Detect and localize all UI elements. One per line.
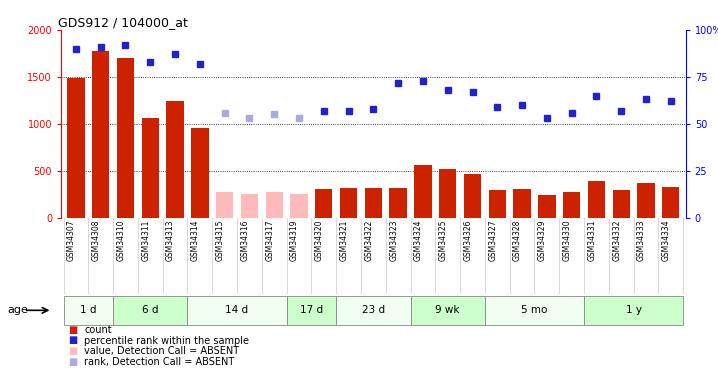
Bar (638, 183, 655, 218)
Bar (113, 296, 187, 325)
Text: GSM34308: GSM34308 (92, 220, 101, 261)
Bar (588, 181, 605, 218)
Bar (241, 194, 258, 217)
Bar (489, 190, 506, 217)
Text: 5 mo: 5 mo (521, 304, 548, 315)
Bar (439, 169, 457, 217)
Bar (411, 296, 485, 325)
Bar (365, 188, 382, 218)
Text: GSM34332: GSM34332 (612, 220, 621, 261)
Text: GSM34313: GSM34313 (166, 220, 175, 261)
Text: GSM34334: GSM34334 (662, 220, 671, 261)
Bar (336, 296, 411, 325)
Bar (167, 101, 184, 217)
Bar (266, 192, 283, 217)
Text: 14 d: 14 d (225, 304, 248, 315)
Text: GSM34321: GSM34321 (340, 220, 348, 261)
Text: GSM34317: GSM34317 (265, 220, 274, 261)
Bar (187, 296, 286, 325)
Text: GSM34327: GSM34327 (488, 220, 498, 261)
Text: percentile rank within the sample: percentile rank within the sample (84, 336, 249, 345)
Text: GSM34323: GSM34323 (389, 220, 398, 261)
Bar (67, 78, 85, 218)
Text: GSM34329: GSM34329 (538, 220, 547, 261)
Text: ■: ■ (68, 346, 78, 356)
Bar (141, 118, 159, 218)
Text: GSM34320: GSM34320 (314, 220, 324, 261)
Text: GDS912 / 104000_at: GDS912 / 104000_at (58, 16, 188, 29)
Bar (584, 296, 684, 325)
Text: 1 y: 1 y (625, 304, 642, 315)
Text: GSM34322: GSM34322 (364, 220, 373, 261)
Bar (290, 194, 308, 217)
Text: GSM34307: GSM34307 (67, 220, 76, 261)
Text: GSM34314: GSM34314 (191, 220, 200, 261)
Text: GSM34331: GSM34331 (587, 220, 597, 261)
Text: GSM34328: GSM34328 (513, 220, 522, 261)
Text: GSM34325: GSM34325 (439, 220, 448, 261)
Bar (563, 192, 580, 217)
Bar (117, 58, 134, 217)
Bar (538, 195, 556, 217)
Text: GSM34315: GSM34315 (215, 220, 225, 261)
Bar (485, 296, 584, 325)
Text: count: count (84, 325, 111, 335)
Bar (389, 188, 407, 218)
Text: 17 d: 17 d (300, 304, 323, 315)
Text: ■: ■ (68, 336, 78, 345)
Text: GSM34326: GSM34326 (464, 220, 472, 261)
Text: GSM34316: GSM34316 (241, 220, 249, 261)
Text: value, Detection Call = ABSENT: value, Detection Call = ABSENT (84, 346, 239, 356)
Text: ■: ■ (68, 325, 78, 335)
Bar (216, 192, 233, 217)
Text: GSM34330: GSM34330 (563, 220, 572, 261)
Bar (513, 189, 531, 217)
Text: 6 d: 6 d (142, 304, 159, 315)
Text: GSM34324: GSM34324 (414, 220, 423, 261)
Text: 23 d: 23 d (362, 304, 385, 315)
Text: GSM34311: GSM34311 (141, 220, 150, 261)
Text: GSM34319: GSM34319 (290, 220, 299, 261)
Bar (315, 189, 332, 217)
Text: age: age (7, 305, 28, 315)
Bar (63, 296, 113, 325)
Text: 1 d: 1 d (80, 304, 96, 315)
Bar (662, 187, 679, 218)
Bar (286, 296, 336, 325)
Text: rank, Detection Call = ABSENT: rank, Detection Call = ABSENT (84, 357, 234, 366)
Bar (612, 190, 630, 217)
Text: GSM34310: GSM34310 (116, 220, 126, 261)
Bar (340, 188, 358, 218)
Bar (464, 174, 481, 217)
Bar (414, 165, 432, 218)
Text: 9 wk: 9 wk (436, 304, 460, 315)
Bar (92, 51, 109, 217)
Text: ■: ■ (68, 357, 78, 366)
Bar (191, 128, 208, 218)
Text: GSM34333: GSM34333 (637, 220, 646, 261)
